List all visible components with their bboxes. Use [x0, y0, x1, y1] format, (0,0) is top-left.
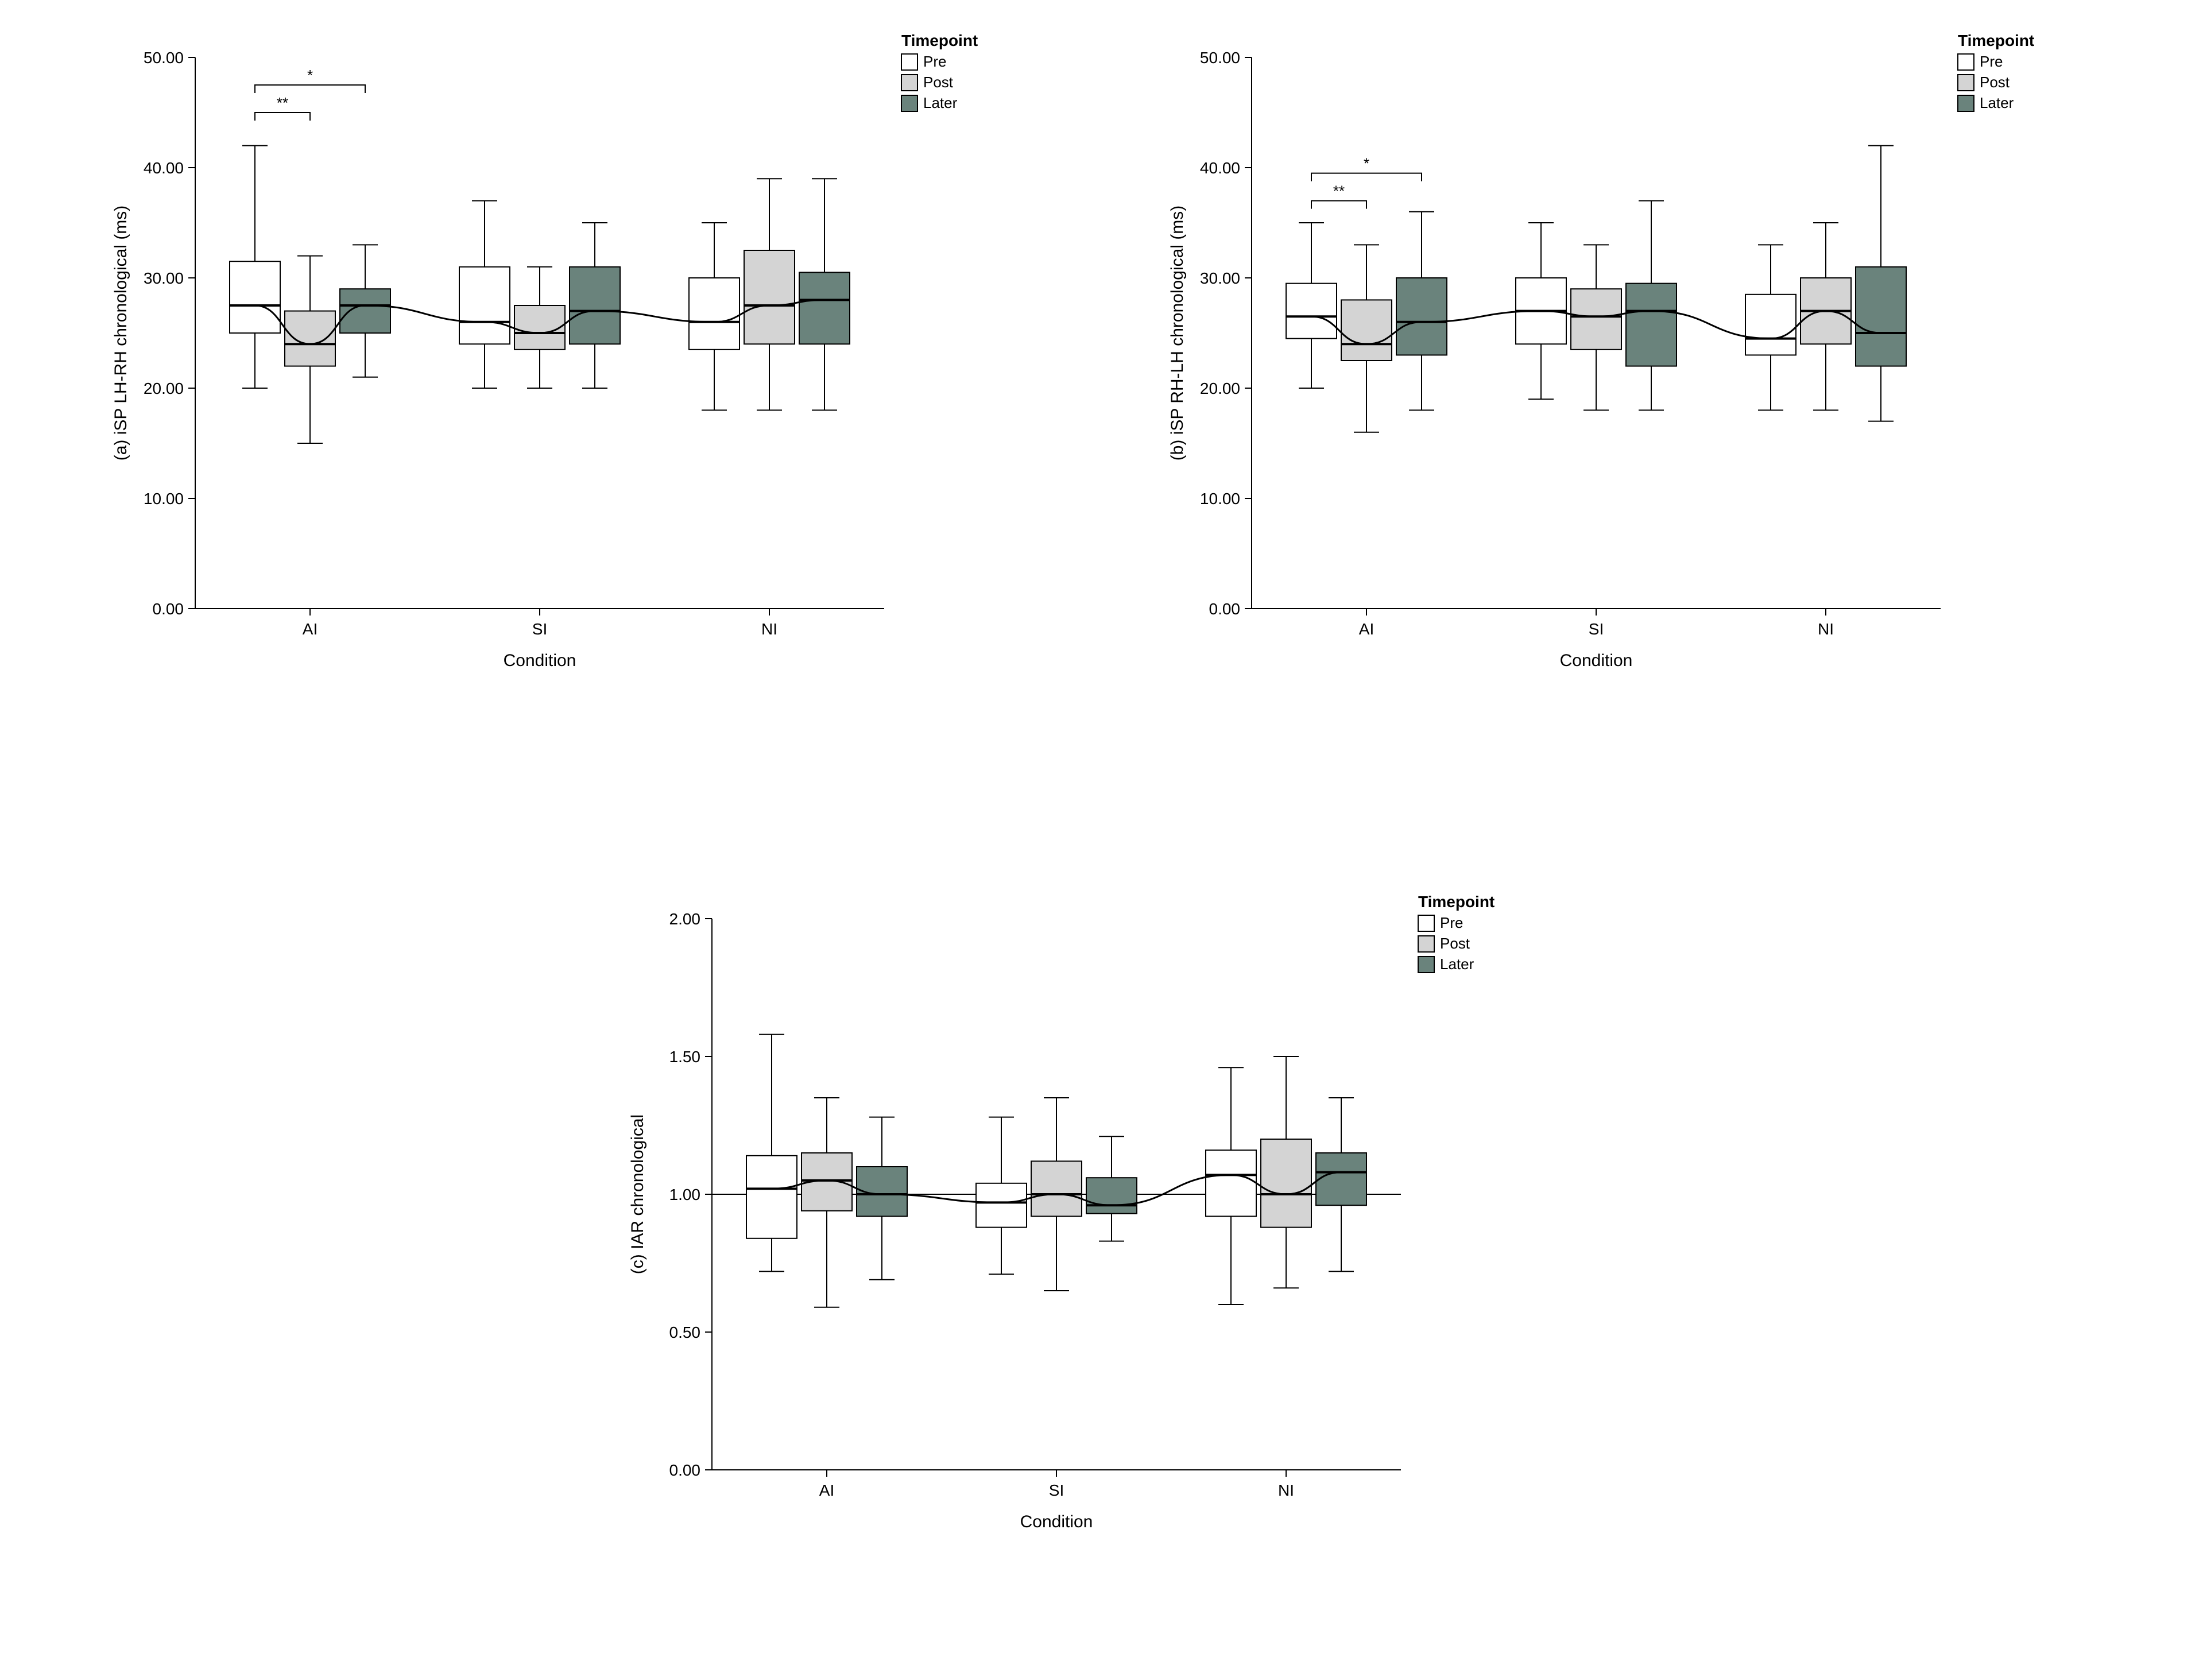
svg-text:0.00: 0.00: [1209, 600, 1241, 618]
legend-swatch-pre: [901, 54, 917, 70]
svg-text:40.00: 40.00: [144, 159, 184, 177]
svg-text:1.50: 1.50: [669, 1048, 701, 1066]
box-SI-Post: [1571, 289, 1621, 350]
box-AI-Post: [285, 311, 335, 366]
legend-label-post: Post: [1980, 73, 2010, 91]
legend-swatch-post: [1418, 936, 1434, 952]
svg-text:NI: NI: [761, 620, 777, 638]
svg-text:20.00: 20.00: [1200, 380, 1240, 397]
svg-text:AI: AI: [303, 620, 318, 638]
svg-text:SI: SI: [532, 620, 547, 638]
svg-text:30.00: 30.00: [1200, 269, 1240, 287]
box-SI-Later: [570, 267, 620, 344]
legend-title: Timepoint: [1418, 893, 1495, 911]
box-NI-Later: [799, 272, 850, 344]
svg-text:2.00: 2.00: [669, 910, 701, 928]
svg-text:50.00: 50.00: [1200, 49, 1240, 67]
svg-text:0.50: 0.50: [669, 1323, 701, 1341]
box-SI-Later: [1086, 1178, 1137, 1213]
legend-title: Timepoint: [1958, 32, 2034, 49]
svg-text:10.00: 10.00: [1200, 490, 1240, 508]
legend-swatch-later: [1418, 957, 1434, 973]
box-SI-Pre: [459, 267, 510, 344]
box-SI-Post: [514, 305, 565, 350]
svg-text:30.00: 30.00: [144, 269, 184, 287]
svg-text:0.00: 0.00: [669, 1461, 701, 1479]
legend-swatch-post: [901, 75, 917, 91]
svg-text:(b) iSP RH-LH chronological: (b) iSP RH-LH chronological (ms): [1168, 206, 1187, 461]
box-SI-Later: [1626, 284, 1677, 366]
legend-label-post: Post: [1440, 935, 1470, 952]
svg-text:**: **: [1333, 183, 1345, 200]
svg-text:50.00: 50.00: [144, 49, 184, 67]
box-AI-Post: [1341, 300, 1392, 361]
box-NI-Post: [744, 250, 795, 344]
panel-a: 0.00 10.00 20.00 30.00 40.00 50.00 AI SI NI Condi…: [69, 23, 1079, 712]
svg-text:(c) IAR chronological: (c) IAR chronological: [628, 1114, 647, 1274]
box-SI-Post: [1031, 1161, 1082, 1216]
svg-text:Condition: Condition: [1020, 1512, 1093, 1531]
legend-label-later: Later: [923, 94, 958, 111]
panel-b: 0.00 10.00 20.00 30.00 40.00 50.00 AI SI NI Condi…: [1125, 23, 2136, 712]
svg-text:*: *: [307, 67, 313, 84]
legend-label-later: Later: [1980, 94, 2014, 111]
legend-label-post: Post: [923, 73, 954, 91]
legend-swatch-pre: [1958, 54, 1974, 70]
box-AI-Later: [1396, 278, 1447, 355]
legend-swatch-later: [1958, 95, 1974, 111]
svg-text:AI: AI: [1359, 620, 1374, 638]
svg-text:20.00: 20.00: [144, 380, 184, 397]
box-NI-Pre: [1206, 1150, 1256, 1216]
svg-text:*: *: [1364, 155, 1369, 172]
svg-text:1.00: 1.00: [669, 1186, 701, 1203]
svg-text:**: **: [277, 94, 288, 111]
svg-text:SI: SI: [1049, 1481, 1064, 1499]
svg-text:0.00: 0.00: [153, 600, 184, 618]
box-NI-Later: [1316, 1153, 1366, 1205]
svg-text:Condition: Condition: [504, 651, 576, 670]
legend-swatch-post: [1958, 75, 1974, 91]
panel-c: 0.00 0.50 1.00 1.50 2.00 AI SI NI Condition (c) I…: [586, 884, 1596, 1573]
box-SI-Pre: [976, 1183, 1027, 1228]
svg-text:AI: AI: [819, 1481, 834, 1499]
box-AI-Later: [340, 289, 390, 333]
svg-text:(a) iSP LH-RH chronological: (a) iSP LH-RH chronological (ms): [111, 206, 130, 461]
legend-swatch-pre: [1418, 915, 1434, 931]
box-AI-Pre: [746, 1156, 797, 1238]
legend-swatch-later: [901, 95, 917, 111]
svg-text:SI: SI: [1589, 620, 1604, 638]
box-AI-Pre: [1286, 284, 1337, 339]
legend-label-pre: Pre: [923, 53, 946, 70]
legend-label-later: Later: [1440, 955, 1474, 973]
box-AI-Pre: [230, 261, 280, 333]
svg-text:NI: NI: [1278, 1481, 1294, 1499]
svg-text:40.00: 40.00: [1200, 159, 1240, 177]
box-NI-Pre: [1745, 295, 1796, 355]
box-NI-Pre: [689, 278, 740, 350]
box-NI-Post: [1261, 1139, 1311, 1228]
svg-text:Condition: Condition: [1560, 651, 1633, 670]
svg-text:NI: NI: [1818, 620, 1834, 638]
legend-title: Timepoint: [901, 32, 978, 49]
legend-label-pre: Pre: [1980, 53, 2003, 70]
legend-label-pre: Pre: [1440, 914, 1463, 931]
svg-text:10.00: 10.00: [144, 490, 184, 508]
box-NI-Later: [1856, 267, 1906, 366]
